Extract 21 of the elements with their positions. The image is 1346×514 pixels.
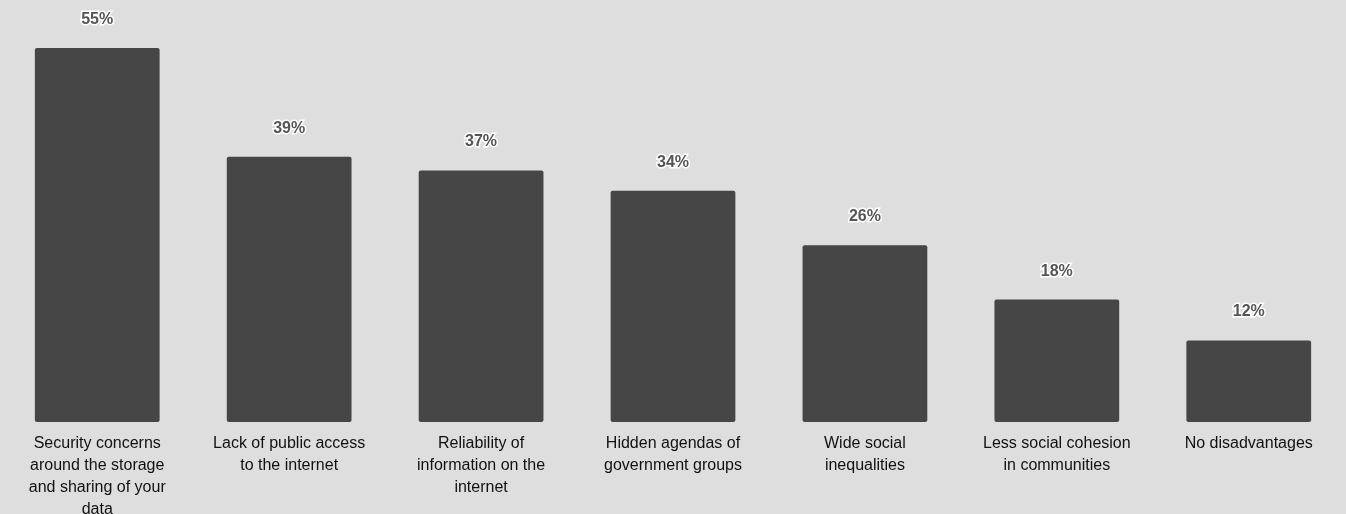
bar <box>418 170 544 422</box>
data-label: 12% <box>1232 302 1265 320</box>
bar <box>994 299 1120 422</box>
bar <box>34 48 160 422</box>
data-label: 37% <box>465 132 498 150</box>
x-tick-label: Security concerns around the storage and sharing of your data <box>28 434 167 514</box>
bar <box>226 156 352 422</box>
x-tick-label: Hidden agendas of government groups <box>604 434 742 473</box>
data-label: 39% <box>273 118 306 136</box>
data-label: 55% <box>81 10 114 27</box>
x-tick-label: No disadvantages <box>1184 434 1313 451</box>
data-label: 26% <box>848 207 881 225</box>
bar <box>610 190 736 422</box>
data-label: 34% <box>656 152 690 170</box>
x-tick-label: Less social cohesion in communities <box>983 434 1131 473</box>
bar <box>802 245 928 422</box>
bar <box>1186 340 1312 422</box>
x-tick-label: Reliability of information on the internet <box>417 434 546 495</box>
x-tick-label: Wide social inequalities <box>824 434 906 473</box>
x-tick-label: Lack of public access to the internet <box>213 434 366 473</box>
data-label: 18% <box>1040 261 1073 279</box>
